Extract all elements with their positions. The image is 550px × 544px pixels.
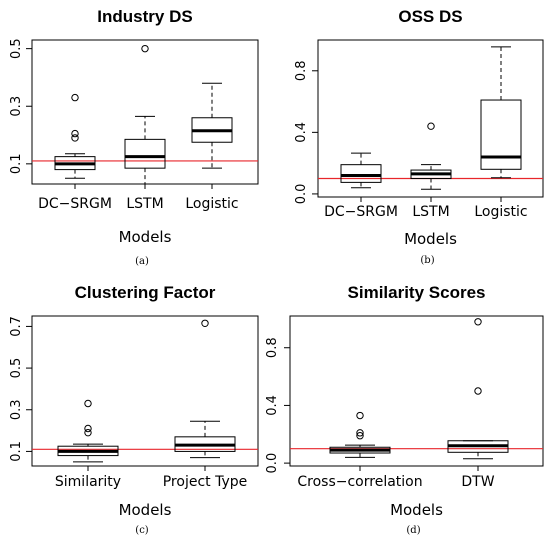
box-2 <box>124 44 166 185</box>
y-tick-label: 0.3 <box>9 96 24 117</box>
chart-panel-1: Industry DS 0.1 0.3 0.5 DC−SRGM LSTM Logistic M… <box>9 7 259 267</box>
y-tick-label: 0.1 <box>9 441 24 462</box>
box-1 <box>57 399 119 463</box>
box-1 <box>340 152 382 189</box>
box-2 <box>447 318 509 460</box>
y-tick-label: 0.0 <box>265 453 280 474</box>
x-tick-label: Similarity <box>55 474 121 490</box>
x-tick-label: Project Type <box>163 474 248 490</box>
y-tick-label: 0.3 <box>9 399 24 420</box>
x-tick-label: LSTM <box>126 196 163 212</box>
outlier-point <box>141 44 149 53</box>
x-axis-label: Models <box>404 230 457 248</box>
chart-panel-3: Clustering Factor 0.1 0.3 0.5 0.7 Similarity P… <box>9 283 259 536</box>
x-axis-label: Models <box>119 228 172 246</box>
plot-frame <box>31 315 259 467</box>
box-3 <box>191 82 233 169</box>
box-body <box>340 164 382 183</box>
x-tick-label: DTW <box>461 474 494 490</box>
box-body <box>124 138 166 169</box>
box-1 <box>54 93 96 179</box>
box-1 <box>329 411 391 458</box>
chart-title: Similarity Scores <box>348 283 486 302</box>
chart-title: OSS DS <box>398 7 462 26</box>
panel-label: (a) <box>135 256 149 267</box>
x-axis-label: Models <box>119 501 172 519</box>
x-tick-label: DC−SRGM <box>38 196 112 212</box>
y-tick-label: 0.5 <box>9 38 24 59</box>
outlier-point <box>427 122 435 130</box>
y-tick-label: 0.7 <box>9 316 24 337</box>
plot-frame <box>289 315 544 467</box>
panel-label: (d) <box>406 525 420 536</box>
outlier-point <box>356 411 364 420</box>
chart-title: Industry DS <box>97 7 192 26</box>
x-tick-label: Cross−correlation <box>297 474 422 490</box>
panel-label: (b) <box>420 255 434 266</box>
outlier-point <box>71 134 79 142</box>
chart-panel-2: OSS DS 0.0 0.4 0.8 DC−SRGM LSTM Logistic Models… <box>294 7 544 266</box>
outlier-point <box>356 432 364 440</box>
box-body <box>480 99 522 170</box>
outlier-point <box>84 399 92 408</box>
y-tick-label: 0.5 <box>9 358 24 379</box>
panel-label: (c) <box>135 525 149 536</box>
y-tick-label: 0.0 <box>294 184 309 205</box>
y-tick-label: 0.1 <box>9 153 24 174</box>
outlier-point <box>71 129 79 138</box>
x-tick-label: Logistic <box>474 204 527 220</box>
box-3 <box>480 46 522 179</box>
y-tick-label: 0.8 <box>265 337 280 358</box>
box-2 <box>410 122 452 190</box>
outlier-point <box>474 387 482 395</box>
chart-panel-4: Similarity Scores 0.0 0.4 0.8 Cross−correlat… <box>265 283 544 536</box>
x-axis-label: Models <box>390 501 443 519</box>
outlier-point <box>84 428 92 437</box>
outlier-point <box>84 424 92 433</box>
outlier-point <box>201 319 209 327</box>
y-tick-label: 0.8 <box>294 60 309 81</box>
x-tick-label: LSTM <box>412 204 449 220</box>
chart-title: Clustering Factor <box>75 283 216 302</box>
outlier-point <box>356 429 364 437</box>
x-tick-label: DC−SRGM <box>324 204 398 220</box>
y-tick-label: 0.4 <box>294 122 309 143</box>
outlier-point <box>71 93 79 102</box>
x-tick-label: Logistic <box>185 196 238 212</box>
y-tick-label: 0.4 <box>265 395 280 416</box>
outlier-point <box>474 318 482 326</box>
box-2 <box>174 319 236 459</box>
